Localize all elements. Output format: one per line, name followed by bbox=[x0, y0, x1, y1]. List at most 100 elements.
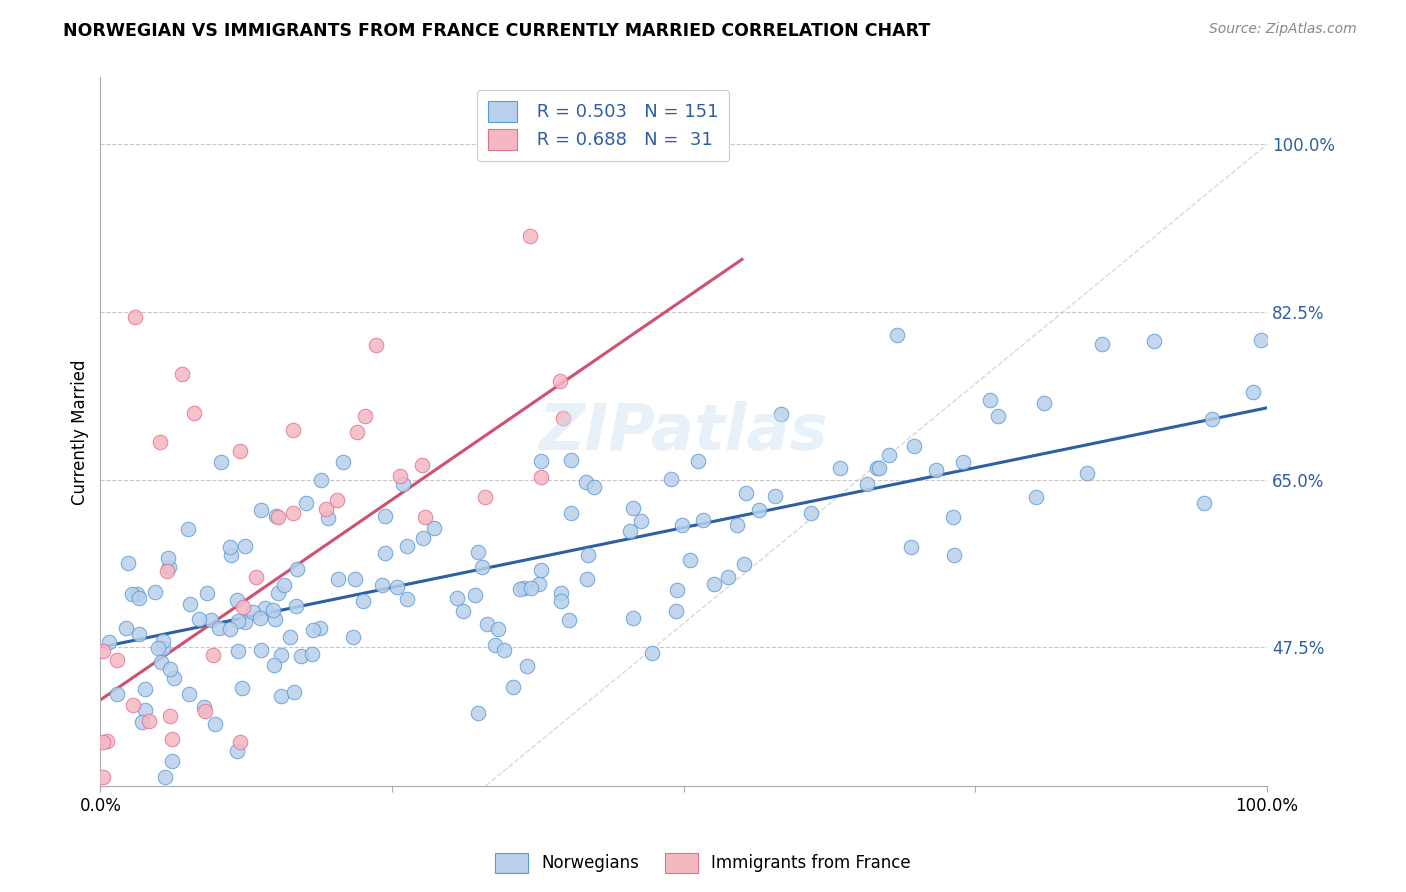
Point bbox=[121, 587, 143, 601]
Point bbox=[285, 562, 308, 576]
Point bbox=[548, 374, 571, 388]
Point bbox=[474, 490, 496, 504]
Point bbox=[117, 556, 139, 570]
Point bbox=[679, 552, 702, 566]
Point bbox=[125, 586, 148, 600]
Point bbox=[315, 501, 337, 516]
Text: Source: ZipAtlas.com: Source: ZipAtlas.com bbox=[1209, 22, 1357, 37]
Point bbox=[124, 310, 146, 324]
Point bbox=[188, 612, 211, 626]
Point bbox=[270, 648, 292, 662]
Point bbox=[128, 627, 150, 641]
Point bbox=[278, 631, 301, 645]
Point bbox=[270, 690, 292, 704]
Point bbox=[467, 545, 489, 559]
Point bbox=[176, 522, 198, 536]
Point bbox=[131, 715, 153, 730]
Point bbox=[179, 687, 201, 701]
Point bbox=[301, 647, 323, 661]
Point bbox=[242, 605, 264, 619]
Point bbox=[200, 613, 222, 627]
Point bbox=[550, 586, 572, 600]
Point bbox=[519, 229, 541, 244]
Point bbox=[93, 770, 115, 784]
Text: ZIPatlas: ZIPatlas bbox=[538, 401, 828, 463]
Point bbox=[96, 733, 118, 747]
Point bbox=[226, 615, 249, 629]
Point bbox=[138, 714, 160, 728]
Point bbox=[170, 368, 193, 382]
Point bbox=[325, 492, 347, 507]
Point bbox=[1250, 333, 1272, 347]
Point bbox=[1033, 396, 1056, 410]
Point bbox=[392, 477, 415, 491]
Point bbox=[283, 506, 305, 520]
Point bbox=[208, 622, 231, 636]
Point bbox=[115, 621, 138, 635]
Point bbox=[717, 570, 740, 584]
Point bbox=[264, 508, 287, 523]
Point bbox=[560, 452, 582, 467]
Point bbox=[748, 503, 770, 517]
Point bbox=[530, 469, 553, 483]
Point bbox=[686, 454, 709, 468]
Point bbox=[232, 600, 254, 615]
Point bbox=[332, 455, 354, 469]
Point bbox=[290, 649, 312, 664]
Point bbox=[204, 716, 226, 731]
Point bbox=[233, 615, 256, 629]
Point bbox=[484, 638, 506, 652]
Point bbox=[621, 500, 644, 515]
Point bbox=[446, 591, 468, 605]
Point bbox=[254, 601, 277, 615]
Point bbox=[866, 460, 889, 475]
Point bbox=[163, 671, 186, 685]
Point bbox=[530, 563, 553, 577]
Point bbox=[987, 409, 1010, 423]
Point bbox=[411, 458, 433, 473]
Point bbox=[509, 582, 531, 596]
Point bbox=[903, 439, 925, 453]
Point bbox=[143, 585, 166, 599]
Point bbox=[492, 643, 515, 657]
Point bbox=[284, 599, 307, 613]
Point bbox=[267, 586, 290, 600]
Point bbox=[152, 634, 174, 648]
Point bbox=[900, 540, 922, 554]
Point bbox=[245, 570, 267, 584]
Legend: Norwegians, Immigrants from France: Norwegians, Immigrants from France bbox=[488, 847, 918, 880]
Point bbox=[346, 425, 368, 439]
Point bbox=[226, 593, 249, 607]
Point bbox=[502, 681, 524, 695]
Point bbox=[665, 604, 688, 618]
Point bbox=[734, 485, 756, 500]
Point bbox=[671, 517, 693, 532]
Point bbox=[413, 510, 436, 524]
Point bbox=[1076, 466, 1098, 480]
Point bbox=[195, 585, 218, 599]
Point bbox=[273, 577, 295, 591]
Point bbox=[1143, 334, 1166, 348]
Point bbox=[477, 616, 499, 631]
Point bbox=[283, 684, 305, 698]
Point bbox=[121, 698, 143, 713]
Point bbox=[159, 709, 181, 723]
Point bbox=[692, 513, 714, 527]
Point bbox=[467, 706, 489, 720]
Point bbox=[659, 472, 682, 486]
Point bbox=[262, 603, 284, 617]
Point bbox=[91, 644, 114, 658]
Point bbox=[309, 473, 332, 487]
Point bbox=[263, 612, 285, 626]
Point bbox=[979, 392, 1001, 407]
Point bbox=[374, 508, 396, 523]
Point bbox=[343, 572, 366, 586]
Point bbox=[412, 532, 434, 546]
Point bbox=[471, 560, 494, 574]
Point bbox=[160, 754, 183, 768]
Point bbox=[354, 409, 377, 424]
Point bbox=[925, 462, 948, 476]
Point bbox=[582, 480, 605, 494]
Point bbox=[423, 521, 446, 535]
Point bbox=[231, 681, 253, 695]
